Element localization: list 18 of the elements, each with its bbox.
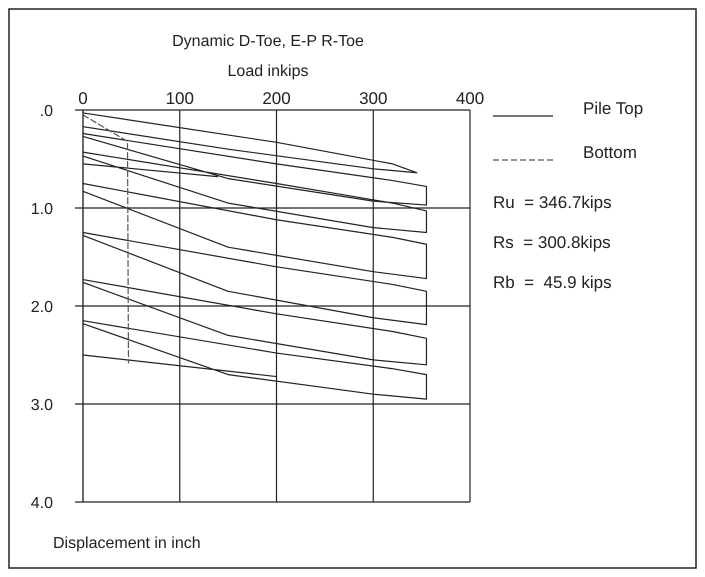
legend-label: Bottom [583,143,637,162]
text: Ru = 346.7kips [493,193,612,212]
chart-title: Dynamic D-Toe, E-P R-Toe [172,33,364,50]
x-tick-label: 300 [359,89,388,108]
y-tick-label: 1.0 [30,201,54,218]
x-tick-label: 400 [456,89,484,108]
x-tick-label: 0 [78,89,88,108]
x-tick-label: 100 [166,89,194,108]
y-tick-label: 2.0 [30,299,54,316]
text: Rb = 45.9 kips [493,273,612,292]
x-axis-title: Load inkips [228,63,308,80]
x-tick-label: 200 [262,89,291,108]
text: Rs = 300.8kips [493,233,611,252]
legend-label: Pile Top [583,99,644,118]
y-tick-label: .0 [40,103,54,120]
y-tick-label: 3.0 [30,397,54,414]
y-tick-label: 4.0 [30,495,54,512]
y-axis-title: Displacement in inch [53,535,201,552]
